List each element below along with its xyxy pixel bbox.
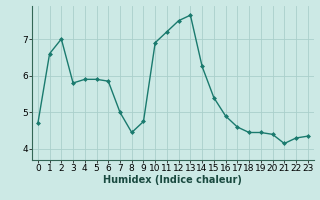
X-axis label: Humidex (Indice chaleur): Humidex (Indice chaleur) bbox=[103, 175, 242, 185]
